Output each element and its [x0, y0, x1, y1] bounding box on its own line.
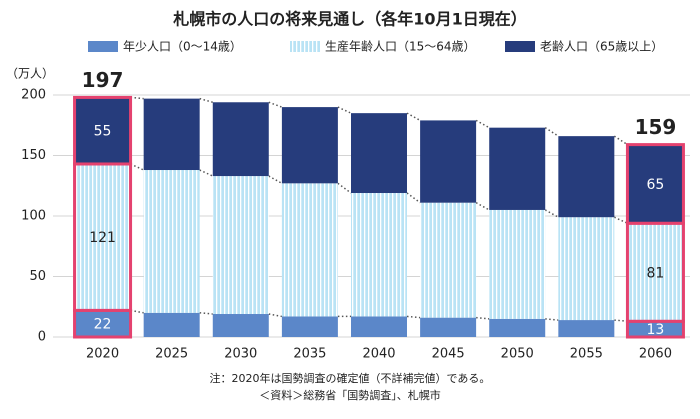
legend-label: 生産年齢人口（15〜64歳）	[325, 39, 476, 54]
connector	[544, 209, 559, 218]
bar	[212, 176, 269, 315]
connector	[268, 313, 283, 318]
note: 注：2020年は国勢調査の確定値（不詳補完値）である。	[210, 371, 491, 385]
bar	[420, 202, 477, 318]
connector	[476, 316, 490, 320]
bar	[351, 113, 407, 194]
total-label: 197	[82, 68, 124, 92]
bar	[73, 95, 133, 166]
note: ＜資料＞総務省「国勢調査」、札幌市	[259, 388, 441, 402]
x-tick-label: 2025	[155, 347, 188, 362]
bar	[489, 209, 546, 319]
y-tick-label: 100	[21, 209, 46, 224]
chart-title: 札幌市の人口の将来見通し（各年10月1日現在）	[172, 10, 526, 29]
legend-swatch	[88, 41, 118, 52]
value-label: 81	[647, 265, 665, 281]
y-tick-label: 0	[38, 330, 46, 345]
connector	[613, 135, 628, 146]
x-tick-label: 2045	[432, 347, 465, 362]
bar	[281, 107, 338, 184]
x-tick-label: 2060	[639, 347, 672, 362]
connector	[268, 175, 283, 184]
bar	[558, 136, 615, 218]
bar	[143, 312, 200, 337]
connector	[406, 315, 421, 319]
y-tick-label: 50	[29, 269, 46, 284]
y-tick-label: 150	[21, 148, 46, 163]
connector	[199, 169, 214, 177]
connector	[337, 182, 352, 194]
connector	[199, 312, 213, 315]
bar	[143, 170, 200, 313]
connector	[199, 97, 213, 103]
connector	[614, 216, 628, 224]
value-label: 65	[647, 177, 665, 193]
bar	[212, 102, 269, 177]
connector	[130, 96, 144, 100]
bar	[212, 314, 269, 337]
connector	[544, 127, 559, 137]
connector	[545, 318, 559, 321]
bar	[420, 120, 477, 203]
bar	[558, 217, 615, 321]
y-tick-label: 200	[21, 88, 46, 103]
bar	[281, 316, 338, 337]
x-tick-label: 2020	[86, 347, 119, 362]
bar	[558, 320, 615, 337]
bar	[420, 317, 477, 337]
legend-swatch	[290, 41, 320, 52]
bar	[281, 183, 338, 317]
connector	[475, 119, 490, 129]
value-label: 55	[94, 124, 112, 140]
bar	[489, 127, 546, 210]
connector	[406, 112, 421, 122]
x-tick-label: 2040	[362, 347, 395, 362]
connector	[268, 101, 283, 108]
legend-swatch	[505, 41, 535, 52]
connector	[614, 319, 628, 323]
bar	[351, 316, 407, 337]
value-label: 121	[89, 230, 116, 246]
bar	[625, 221, 685, 323]
bar	[143, 98, 200, 171]
legend-label: 年少人口（0〜14歳）	[123, 40, 242, 54]
bar	[351, 193, 407, 317]
bar	[625, 143, 685, 225]
value-label: 22	[94, 317, 112, 333]
total-label: 159	[635, 115, 677, 139]
bar	[73, 308, 133, 339]
connector	[406, 192, 421, 204]
x-tick-label: 2055	[570, 347, 603, 362]
connector	[475, 202, 490, 211]
x-tick-label: 2030	[224, 347, 257, 362]
connector	[337, 106, 352, 114]
x-tick-label: 2035	[293, 347, 326, 362]
value-label: 13	[647, 322, 665, 338]
bar	[489, 318, 546, 337]
connector	[130, 309, 144, 314]
connector	[130, 163, 144, 171]
legend-label: 老齢人口（65歳以上）	[540, 39, 663, 54]
y-unit: （万人）	[6, 67, 54, 81]
x-tick-label: 2050	[501, 347, 534, 362]
